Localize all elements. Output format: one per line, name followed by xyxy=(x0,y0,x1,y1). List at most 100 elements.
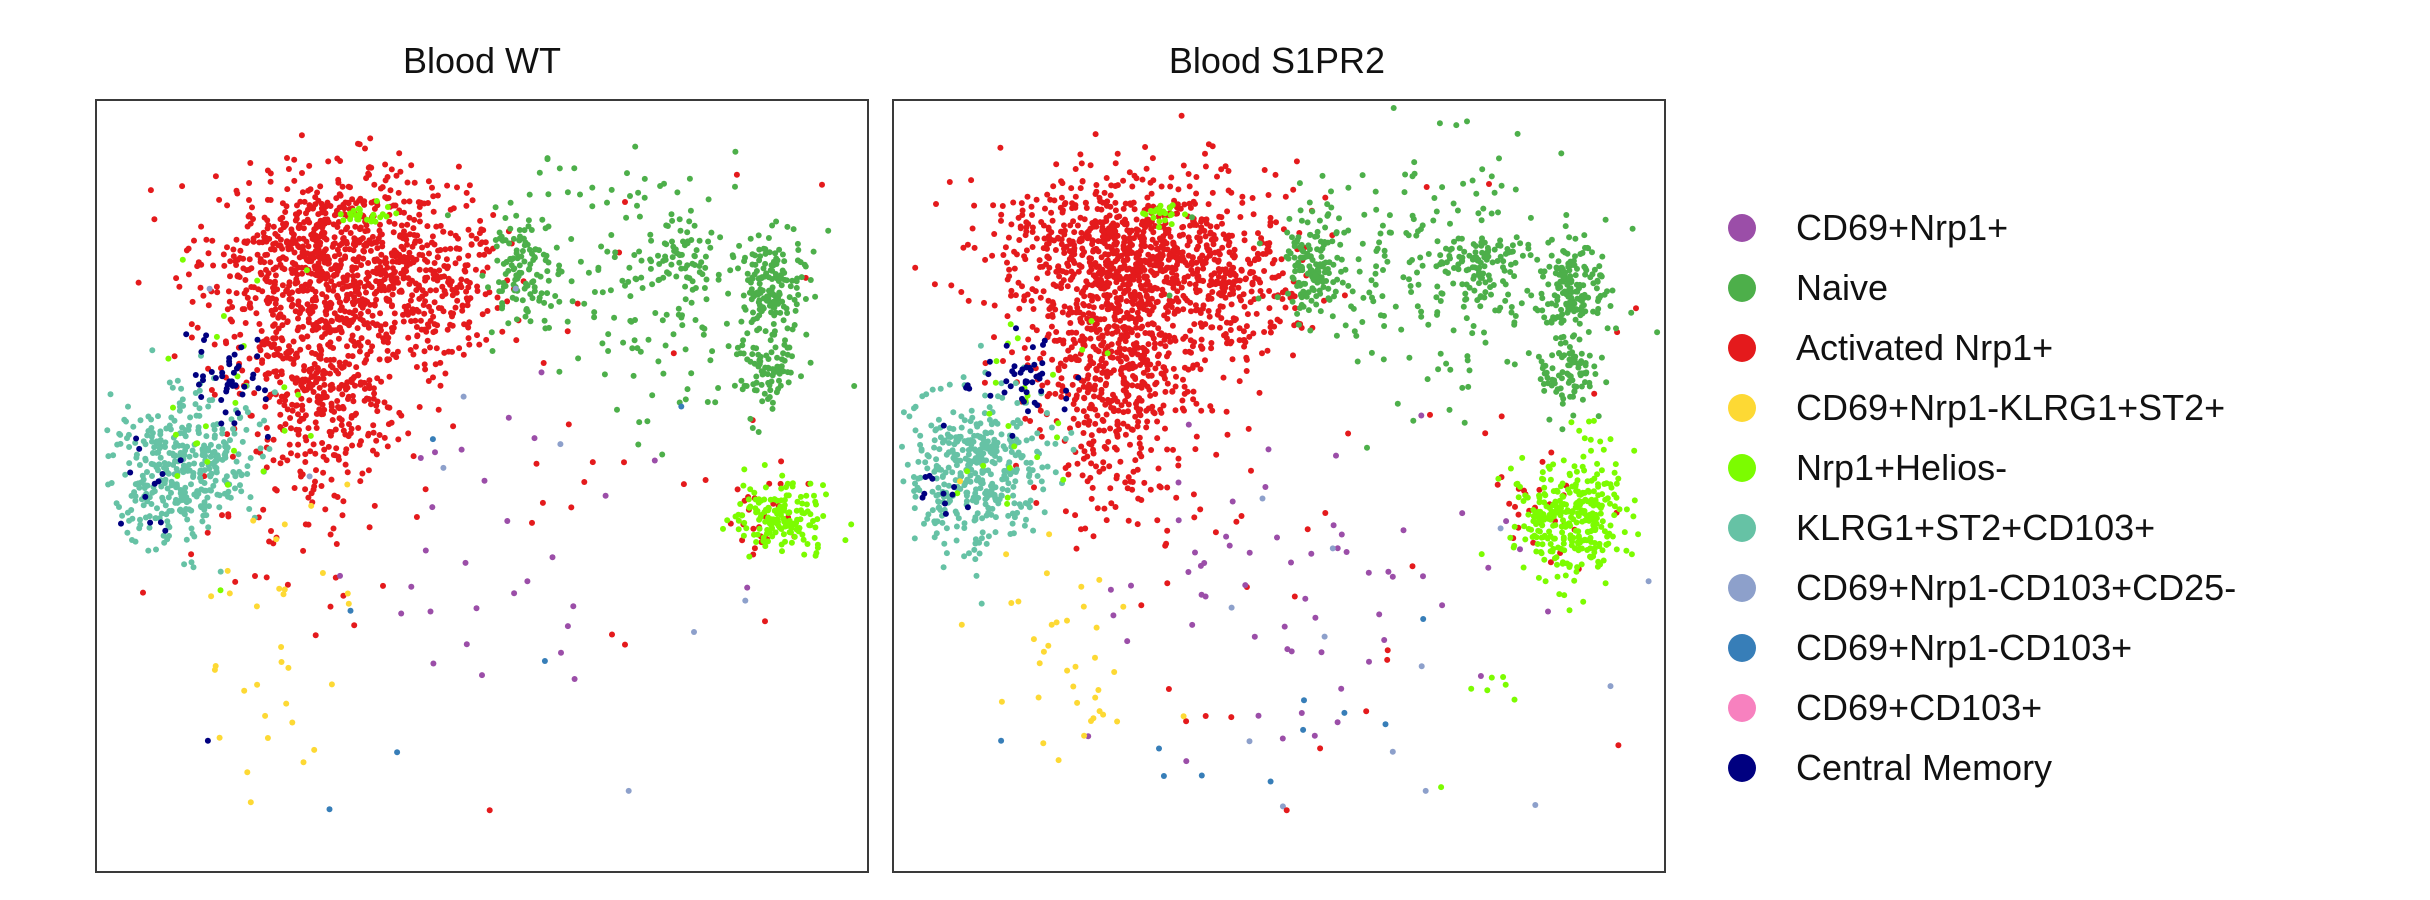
point-activated-nrp1 xyxy=(433,345,440,352)
point-klrg1-st2-cd103 xyxy=(208,470,215,477)
point-naive xyxy=(738,377,745,384)
point-nrp1-helios xyxy=(254,277,261,284)
point-activated-nrp1 xyxy=(336,264,343,271)
point-activated-nrp1 xyxy=(1194,269,1200,275)
point-klrg1-st2-cd103 xyxy=(232,485,238,492)
point-activated-nrp1 xyxy=(328,429,335,436)
point-naive xyxy=(636,248,643,255)
point-activated-nrp1 xyxy=(256,321,263,327)
point-activated-nrp1 xyxy=(200,292,207,299)
point-activated-nrp1 xyxy=(305,257,312,264)
point-naive xyxy=(791,296,798,303)
point-naive xyxy=(769,372,776,379)
point-klrg1-st2-cd103 xyxy=(190,472,197,479)
point-activated-nrp1 xyxy=(946,179,953,185)
point-naive xyxy=(807,277,814,283)
point-activated-nrp1 xyxy=(1198,343,1204,350)
point-activated-nrp1 xyxy=(1209,289,1216,295)
point-naive xyxy=(769,399,776,406)
point-activated-nrp1 xyxy=(442,246,449,253)
point-activated-nrp1 xyxy=(1273,219,1279,226)
point-activated-nrp1 xyxy=(1245,425,1252,432)
point-activated-nrp1 xyxy=(1207,230,1214,237)
point-central-memory xyxy=(231,420,238,427)
point-activated-nrp1 xyxy=(1162,388,1169,395)
point-activated-nrp1 xyxy=(252,295,259,302)
point-naive xyxy=(1331,293,1337,300)
point-activated-nrp1 xyxy=(198,261,205,268)
point-activated-nrp1 xyxy=(1233,518,1240,525)
point-activated-nrp1 xyxy=(246,197,252,203)
point-activated-nrp1 xyxy=(621,459,627,466)
point-activated-nrp1 xyxy=(468,241,475,248)
point-activated-nrp1 xyxy=(377,185,384,192)
point-activated-nrp1 xyxy=(351,235,358,242)
point-naive xyxy=(545,277,552,284)
point-klrg1-st2-cd103 xyxy=(237,482,243,489)
point-nrp1-helios xyxy=(281,427,288,434)
point-naive xyxy=(699,324,706,331)
point-naive xyxy=(1561,352,1568,359)
point-activated-nrp1 xyxy=(1100,459,1107,466)
point-activated-nrp1 xyxy=(1124,485,1131,492)
point-activated-nrp1 xyxy=(365,339,371,346)
point-activated-nrp1 xyxy=(328,317,335,324)
point-cd69-nrp1-klrg1-st2 xyxy=(311,746,318,753)
point-activated-nrp1 xyxy=(338,240,345,247)
point-activated-nrp1 xyxy=(751,545,758,552)
point-naive xyxy=(705,238,712,245)
point-activated-nrp1 xyxy=(1078,289,1085,296)
point-activated-nrp1 xyxy=(252,573,258,579)
point-activated-nrp1 xyxy=(1068,344,1075,351)
point-naive xyxy=(725,290,732,297)
point-activated-nrp1 xyxy=(279,322,286,329)
point-klrg1-st2-cd103 xyxy=(132,481,139,488)
point-klrg1-st2-cd103 xyxy=(157,437,164,443)
point-naive xyxy=(668,261,675,268)
point-klrg1-st2-cd103 xyxy=(140,438,147,445)
point-activated-nrp1 xyxy=(278,335,285,342)
point-activated-nrp1 xyxy=(1130,301,1137,307)
point-activated-nrp1 xyxy=(476,341,483,348)
point-activated-nrp1 xyxy=(343,238,350,245)
point-activated-nrp1 xyxy=(1272,171,1279,178)
point-naive xyxy=(769,276,775,282)
point-activated-nrp1 xyxy=(702,477,709,483)
point-cd69-nrp1 xyxy=(422,547,429,554)
point-activated-nrp1 xyxy=(1098,304,1105,310)
point-activated-nrp1 xyxy=(1022,232,1029,239)
point-central-memory xyxy=(212,375,219,381)
point-naive xyxy=(682,283,689,290)
point-activated-nrp1 xyxy=(1175,462,1182,469)
point-naive xyxy=(1456,245,1463,252)
point-naive xyxy=(519,297,526,304)
point-activated-nrp1 xyxy=(1114,433,1121,440)
point-activated-nrp1 xyxy=(1164,484,1171,491)
point-naive xyxy=(1577,296,1584,303)
point-activated-nrp1 xyxy=(404,179,411,186)
point-activated-nrp1 xyxy=(313,467,319,474)
point-naive xyxy=(1325,285,1332,292)
point-activated-nrp1 xyxy=(327,382,334,389)
point-activated-nrp1 xyxy=(1120,387,1127,394)
point-activated-nrp1 xyxy=(323,203,330,210)
point-activated-nrp1 xyxy=(1249,279,1256,286)
point-activated-nrp1 xyxy=(278,368,285,375)
point-activated-nrp1 xyxy=(1248,288,1255,295)
point-activated-nrp1 xyxy=(1112,228,1119,235)
point-naive xyxy=(682,265,689,272)
point-activated-nrp1 xyxy=(1088,401,1095,408)
point-activated-nrp1 xyxy=(1164,446,1171,453)
point-naive xyxy=(1595,305,1602,312)
point-activated-nrp1 xyxy=(1073,355,1080,362)
point-activated-nrp1 xyxy=(454,184,460,191)
point-activated-nrp1 xyxy=(1099,333,1106,340)
point-activated-nrp1 xyxy=(1079,472,1086,479)
point-nrp1-helios xyxy=(799,500,806,507)
point-activated-nrp1 xyxy=(1011,265,1018,272)
point-activated-nrp1 xyxy=(1110,250,1117,257)
point-activated-nrp1 xyxy=(434,192,441,199)
point-activated-nrp1 xyxy=(464,302,471,309)
point-activated-nrp1 xyxy=(335,335,342,342)
point-activated-nrp1 xyxy=(210,262,217,269)
